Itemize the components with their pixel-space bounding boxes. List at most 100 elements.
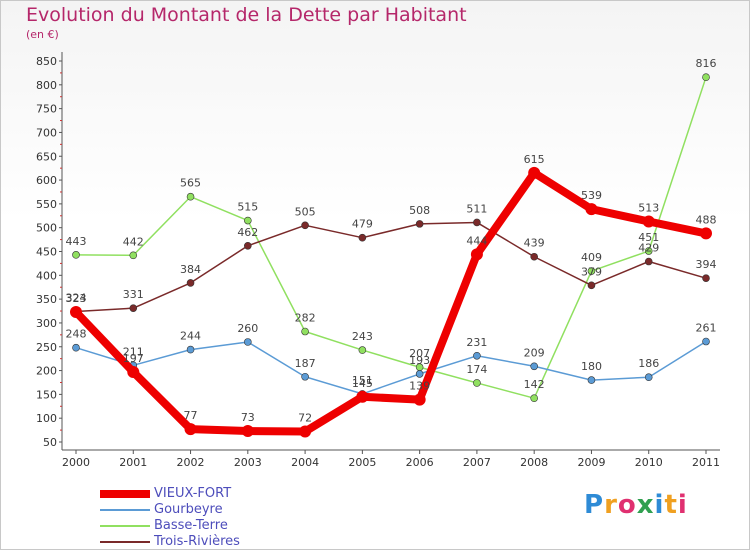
legend-swatch-gourbeyre	[100, 509, 150, 511]
data-label: 505	[295, 205, 316, 218]
data-point	[70, 305, 82, 318]
proxiti-logo: Proxiti	[584, 490, 688, 520]
data-label: 409	[581, 251, 602, 264]
data-point	[642, 215, 655, 228]
data-label: 243	[352, 330, 373, 343]
x-tick-label: 2008	[520, 456, 548, 469]
y-tick-label: 150	[36, 388, 57, 401]
chart-axes: 50 100 150 200 250 300 350 400 450 500 550 600 650 70…	[36, 52, 720, 469]
data-point	[470, 248, 483, 261]
x-tick-label: 2011	[692, 456, 720, 469]
data-label: 180	[581, 360, 602, 373]
data-point	[473, 379, 481, 387]
data-point	[415, 220, 424, 228]
data-label: 384	[180, 263, 201, 276]
y-tick-label: 850	[36, 55, 57, 68]
data-label: 615	[524, 153, 545, 166]
data-point	[186, 192, 195, 201]
data-label: 565	[180, 177, 201, 190]
data-point	[644, 247, 653, 255]
y-tick-label: 800	[36, 79, 57, 92]
data-point	[702, 73, 710, 81]
y-tick-label: 500	[36, 222, 57, 235]
data-point	[413, 393, 426, 406]
series-lines	[70, 73, 712, 438]
data-point	[72, 251, 80, 259]
data-label: 73	[241, 411, 255, 424]
x-tick-label: 2006	[406, 456, 434, 469]
data-point	[184, 423, 197, 436]
series-line-0	[72, 168, 710, 436]
data-label: 451	[638, 231, 659, 244]
x-tick-label: 2003	[234, 456, 262, 469]
data-label: 508	[409, 204, 430, 217]
data-point	[301, 221, 309, 230]
data-label: 323	[66, 292, 87, 305]
data-label: 142	[524, 378, 545, 391]
data-point	[473, 218, 481, 227]
data-point	[587, 281, 596, 290]
data-label: 174	[466, 363, 487, 376]
chart-title: Evolution du Montant de la Dette par Hab…	[26, 4, 467, 26]
x-tick-label: 2009	[577, 456, 605, 469]
data-label: 443	[66, 235, 87, 248]
legend-label-basse-terre: Basse-Terre	[154, 518, 228, 533]
data-label: 479	[352, 218, 373, 231]
data-label: 513	[638, 201, 659, 214]
data-point	[644, 257, 653, 266]
series-line-1	[75, 340, 707, 395]
chart-subtitle: (en €)	[26, 28, 59, 41]
legend-swatch-trois-rivieres	[100, 541, 150, 543]
y-tick-label: 650	[36, 150, 57, 163]
y-tick-label: 50	[43, 436, 57, 449]
data-label: 197	[123, 352, 144, 365]
data-label: 439	[524, 237, 545, 250]
x-tick-label: 2001	[119, 456, 147, 469]
data-point	[702, 274, 710, 282]
data-label: 260	[237, 322, 258, 335]
data-label: 539	[581, 189, 602, 202]
data-label: 211	[123, 345, 144, 358]
data-point	[186, 345, 195, 354]
data-point	[530, 394, 538, 402]
data-label: 515	[237, 201, 258, 214]
x-tick-label: 2007	[463, 456, 491, 469]
y-tick-label: 550	[36, 198, 57, 211]
data-label: 193	[409, 354, 430, 367]
data-point	[528, 166, 541, 179]
data-point	[301, 327, 309, 336]
y-tick-label: 400	[36, 269, 57, 282]
data-label: 187	[295, 357, 316, 370]
legend-swatch-vieux-fort	[100, 490, 150, 498]
data-point	[415, 370, 424, 378]
x-tick-label: 2005	[348, 456, 376, 469]
data-label: 207	[409, 347, 430, 360]
data-label: 72	[298, 412, 312, 425]
x-tick-label: 2002	[177, 456, 205, 469]
data-point	[129, 251, 138, 260]
legend-label-vieux-fort: VIEUX-FORT	[154, 486, 232, 501]
data-point	[587, 267, 596, 275]
data-label: 511	[466, 202, 487, 215]
data-label: 77	[184, 409, 198, 422]
data-point	[530, 252, 538, 261]
y-tick-label: 700	[36, 126, 57, 139]
data-point	[72, 343, 80, 352]
data-point	[644, 373, 653, 382]
y-tick-label: 250	[36, 341, 57, 354]
data-point	[301, 372, 309, 381]
data-point	[244, 338, 252, 346]
series-line-3	[75, 221, 707, 313]
data-point	[186, 279, 195, 287]
y-tick-label: 200	[36, 365, 57, 378]
data-label: 139	[409, 380, 430, 393]
data-label: 231	[466, 336, 487, 349]
data-label: 244	[180, 330, 201, 343]
x-tick-label: 2004	[291, 456, 319, 469]
data-label: 331	[123, 288, 144, 301]
data-point	[127, 365, 140, 378]
data-label: 444	[466, 234, 487, 247]
data-label: 282	[295, 312, 316, 325]
